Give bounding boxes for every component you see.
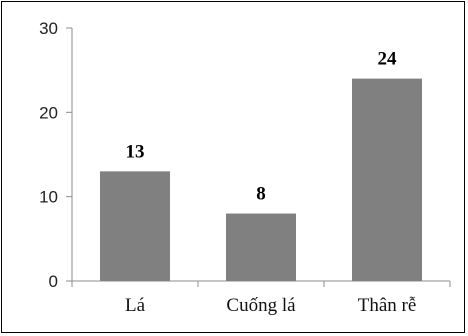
bar bbox=[226, 213, 296, 281]
data-label: 24 bbox=[378, 49, 398, 70]
x-category-label: Thân rễ bbox=[358, 295, 417, 316]
y-tick-label: 0 bbox=[49, 272, 58, 291]
data-label: 8 bbox=[256, 184, 266, 205]
x-category-label: Cuống lá bbox=[226, 295, 296, 316]
bar bbox=[100, 171, 170, 281]
y-tick-label: 10 bbox=[39, 188, 58, 207]
y-tick-label: 30 bbox=[39, 19, 58, 38]
bar bbox=[352, 78, 422, 281]
x-category-label: Lá bbox=[125, 295, 146, 316]
data-label: 13 bbox=[126, 141, 145, 162]
y-tick-label: 20 bbox=[39, 103, 58, 122]
